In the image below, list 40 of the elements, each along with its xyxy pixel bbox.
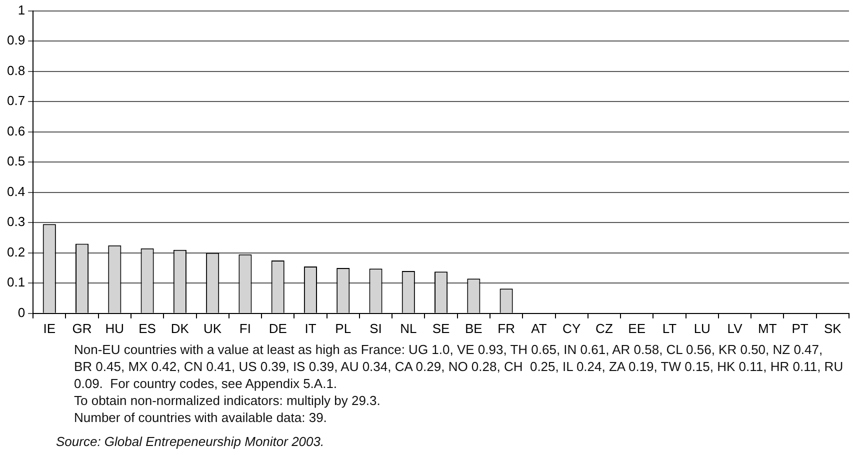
source-note: Source: Global Entrepeneurship Monitor 2003. (56, 433, 326, 450)
x-tick-label: CZ (596, 320, 613, 336)
y-tick-label: 0.8 (6, 62, 26, 78)
y-tick-label: 0.6 (6, 123, 26, 138)
y-tick-label: 0.5 (6, 154, 26, 169)
y-tick-label: 0.1 (6, 274, 26, 290)
x-tick-label: UK (204, 320, 222, 336)
x-tick-label: LT (662, 320, 677, 336)
x-tick-label: SK (824, 320, 842, 336)
text: Non-EU countries with a value at least as high as France: UG 1.0, VE 0.93, TH 0.65, IN 0.61, AR 0.58, CL 0.56, KR 0.50, NZ 0.47, BR 0.45, MX 0.42, CN 0.41, US 0.39, IS 0.39, AU 0.34, CA 0.29, NO 0.28, CH 0.25, IL 0.24, ZA 0.19, TW 0.15, HK 0.11, HR 0.11, RU 0.09. For country codes, see Appendix 5.A.1. (74, 341, 844, 392)
x-tick-label: DE (268, 320, 288, 336)
y-tick-label: 0 (18, 304, 26, 320)
x-tick-label: LU (694, 320, 710, 336)
y-tick-label: 0.2 (6, 244, 26, 260)
x-tick-label: NL (400, 320, 417, 336)
x-tick-label: MT (758, 320, 777, 336)
x-tick-label: BE (465, 320, 483, 336)
y-tick-label: 0.3 (6, 214, 26, 230)
x-tick-label: IE (43, 320, 56, 336)
x-tick-label: LV (727, 320, 743, 336)
x-tick-label: AT (531, 320, 547, 336)
x-tick-label: ES (138, 320, 156, 336)
x-tick-label: DK (170, 320, 190, 336)
y-tick-label: 0.9 (6, 32, 26, 48)
x-tick-label: PT (792, 320, 808, 336)
y-tick-label: 0.4 (6, 184, 26, 199)
x-tick-label: GR (72, 320, 92, 336)
x-tick-label: SE (432, 320, 450, 336)
x-tick-label: SI (370, 320, 382, 336)
x-tick-label: FR (498, 320, 515, 336)
x-tick-label: HU (105, 320, 124, 336)
text: To obtain non-normalized indicators: multiply by 29.3. (74, 392, 382, 409)
x-tick-label: EE (628, 320, 646, 336)
x-tick-label: FI (239, 320, 251, 336)
x-tick-label: IT (304, 320, 316, 336)
y-tick-label: 0.7 (6, 93, 26, 108)
y-tick-label: 1 (18, 2, 26, 18)
x-tick-label: PL (335, 320, 352, 336)
text: Number of countries with available data: 39. (74, 409, 328, 426)
x-tick-label: CY (562, 320, 581, 336)
